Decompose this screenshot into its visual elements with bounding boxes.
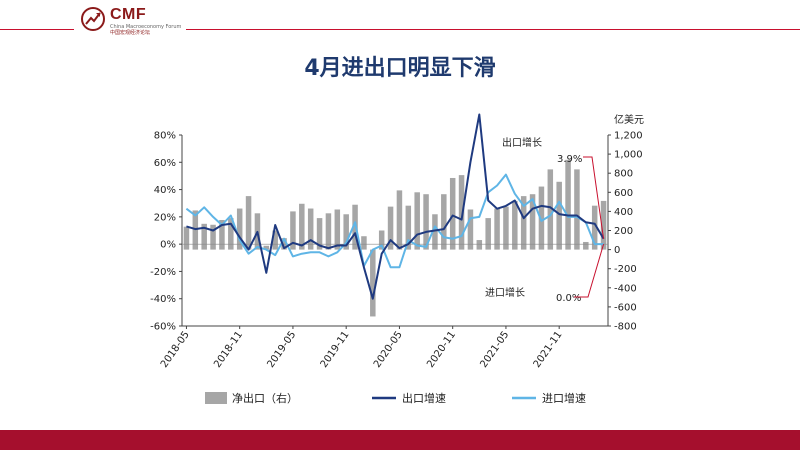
right-tick-label: -400	[614, 283, 637, 294]
net-export-bar	[591, 205, 598, 250]
net-export-bar	[290, 211, 296, 250]
right-tick-label: 1,000	[614, 150, 643, 161]
header: CMF China Macroeconomy Forum 中国宏观经济论坛	[0, 0, 800, 36]
net-export-bar	[538, 186, 545, 250]
x-tick-label: 2021-11	[532, 329, 565, 370]
net-export-bar	[547, 169, 554, 250]
net-export-bar	[396, 190, 403, 250]
net-export-bar	[423, 194, 429, 250]
annotation-export-value: 3.9%	[557, 154, 582, 165]
net-export-bar	[432, 214, 438, 250]
annotation-import-value: 0.0%	[556, 293, 581, 304]
right-tick-label: 400	[614, 207, 633, 218]
legend-export-label: 出口增速	[402, 391, 446, 405]
annotation-export-label: 出口增长	[502, 136, 542, 149]
left-tick-label: -40%	[150, 294, 176, 305]
left-tick-label: -60%	[150, 322, 176, 333]
net-export-bar	[263, 245, 270, 250]
legend-net-exports-swatch	[205, 392, 227, 404]
net-export-bar	[236, 208, 243, 250]
right-tick-label: 0	[614, 245, 620, 256]
net-export-bar	[458, 175, 465, 250]
logo-subtitle: China Macroeconomy Forum	[110, 24, 182, 30]
net-export-bar	[201, 223, 207, 250]
net-export-bar	[449, 177, 456, 250]
right-tick-label: -200	[614, 264, 637, 275]
net-export-bar	[325, 213, 332, 250]
import-growth-line	[185, 173, 604, 269]
net-export-bar	[370, 249, 376, 317]
cmf-logo-icon	[81, 7, 105, 31]
annotation-import-pointer	[574, 244, 605, 298]
net-export-bar	[387, 206, 394, 250]
net-export-bar	[503, 206, 509, 250]
annotation-import-label: 进口增长	[485, 286, 525, 299]
cmf-logo: CMF China Macroeconomy Forum 中国宏观经济论坛	[80, 6, 182, 36]
header-line-right	[186, 29, 800, 30]
net-export-bar	[520, 196, 527, 250]
right-tick-label: -600	[614, 302, 637, 313]
net-export-bar	[334, 209, 341, 250]
x-tick-label: 2018-05	[159, 329, 192, 370]
left-tick-label: -20%	[150, 267, 176, 278]
net-export-bar	[565, 159, 571, 250]
right-tick-label: 800	[614, 169, 633, 180]
left-tick-label: 0%	[160, 240, 176, 251]
logo-text: CMF	[110, 6, 147, 23]
net-export-bar	[245, 196, 252, 250]
right-tick-label: 600	[614, 188, 633, 199]
net-export-bar	[583, 241, 589, 250]
net-export-bar	[272, 230, 278, 250]
x-tick-label: 2018-11	[212, 329, 245, 370]
right-axis-unit: 亿美元	[614, 113, 644, 126]
right-tick-label: -800	[614, 322, 637, 333]
net-export-bar	[574, 169, 580, 250]
x-tick-label: 2021-05	[478, 329, 511, 370]
page-title: 4月进出口明显下滑	[304, 56, 496, 81]
export-growth-line	[186, 113, 605, 300]
net-export-bar	[210, 224, 216, 250]
legend-import-label: 进口增速	[542, 391, 586, 405]
legend-net-exports-label: 净出口（右）	[232, 391, 298, 405]
net-export-bar	[307, 208, 314, 250]
logo-subtitle-cn: 中国宏观经济论坛	[110, 30, 151, 36]
right-tick-label: 200	[614, 226, 633, 237]
x-tick-label: 2020-11	[425, 329, 458, 370]
net-export-bar	[467, 209, 474, 250]
left-tick-label: 40%	[154, 185, 176, 196]
x-tick-label: 2019-11	[319, 329, 352, 370]
right-tick-label: 1,200	[614, 131, 643, 142]
net-export-bar	[556, 181, 562, 250]
x-tick-label: 2020-05	[372, 329, 405, 370]
left-tick-label: 80%	[154, 131, 176, 142]
net-export-bar	[378, 230, 385, 250]
net-export-bar	[485, 218, 491, 250]
header-line-left	[0, 29, 74, 30]
net-export-bar	[494, 208, 500, 250]
annotation-export-pointer	[583, 156, 605, 239]
footer-bar	[0, 430, 800, 450]
left-tick-label: 20%	[154, 212, 176, 223]
net-export-bar	[228, 218, 234, 250]
net-export-bar	[316, 218, 323, 250]
net-export-bar	[219, 219, 225, 250]
net-export-bar	[600, 200, 607, 250]
net-export-bar	[343, 214, 349, 250]
net-export-bar	[512, 200, 518, 250]
x-tick-label: 2019-05	[265, 329, 298, 370]
net-export-bar	[476, 240, 483, 250]
net-export-bar	[405, 205, 412, 250]
net-export-bar	[414, 192, 420, 250]
net-export-bar	[529, 194, 536, 250]
net-export-bar	[441, 194, 447, 250]
net-export-bar	[361, 236, 367, 250]
net-export-bar	[299, 203, 305, 250]
left-tick-label: 60%	[154, 158, 176, 169]
net-export-bar	[183, 226, 190, 250]
